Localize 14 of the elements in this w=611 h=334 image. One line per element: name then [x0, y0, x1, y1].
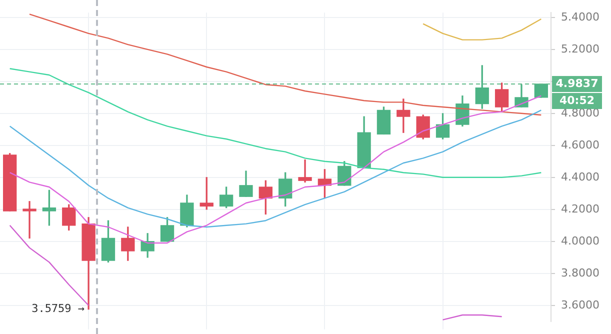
- y-tick-label: 3.8000: [561, 266, 600, 280]
- candlestick: [298, 159, 312, 183]
- annotation: 3.5759 →: [32, 302, 85, 316]
- y-tick-label: 4.4000: [561, 170, 600, 184]
- y-tick-label: 4.6000: [561, 138, 600, 152]
- ref-line-label: 4.9837: [556, 76, 598, 90]
- text: 40:52: [559, 94, 595, 107]
- y-tick-label: 5.4000: [561, 10, 600, 24]
- y-tick-label: 5.2000: [561, 42, 600, 56]
- y-tick-label: 3.6000: [561, 298, 600, 312]
- candlestick: [200, 177, 214, 210]
- candlestick: [22, 201, 36, 239]
- y-tick-label: 4.2000: [561, 202, 600, 216]
- y-tick-label: 4.0000: [561, 234, 600, 248]
